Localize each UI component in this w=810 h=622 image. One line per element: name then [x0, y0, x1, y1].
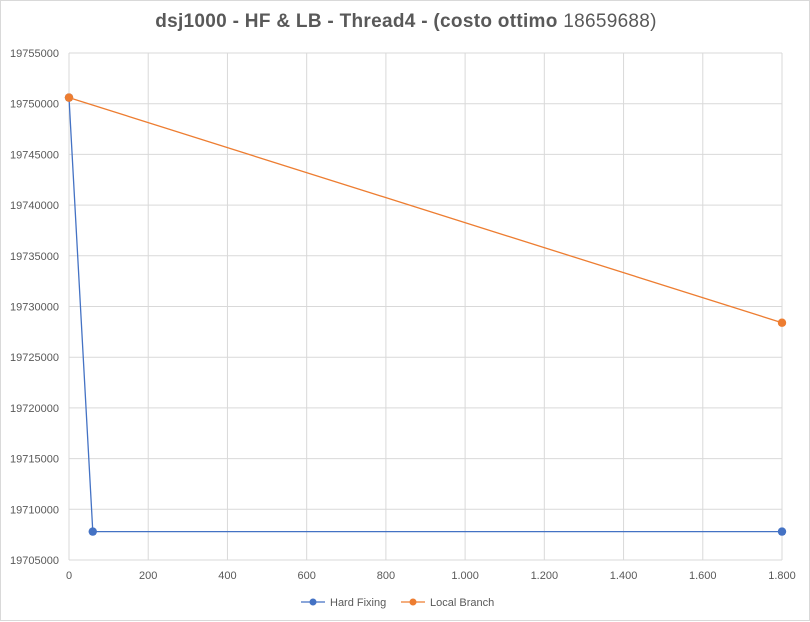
x-tick-label: 1.800 — [768, 570, 796, 582]
x-tick-label: 1.200 — [531, 570, 559, 582]
y-tick-label: 19725000 — [10, 352, 59, 364]
series-point-0 — [88, 527, 97, 536]
y-tick-label: 19735000 — [10, 251, 59, 263]
y-tick-label: 19750000 — [10, 99, 59, 111]
x-tick-label: 200 — [139, 570, 157, 582]
y-tick-label: 19715000 — [10, 454, 59, 466]
legend-marker-0 — [309, 598, 317, 606]
x-tick-label: 0 — [66, 570, 72, 582]
chart-title: dsj1000 - HF & LB - Thread4 - (costo ott… — [1, 11, 810, 33]
y-tick-label: 19710000 — [10, 504, 59, 516]
y-tick-label: 19705000 — [10, 555, 59, 567]
y-tick-label: 19730000 — [10, 302, 59, 314]
y-tick-label: 19740000 — [10, 200, 59, 212]
y-tick-label: 19745000 — [10, 149, 59, 161]
x-tick-label: 1.000 — [451, 570, 479, 582]
x-tick-label: 600 — [297, 570, 315, 582]
x-tick-label: 800 — [377, 570, 395, 582]
x-tick-label: 1.600 — [689, 570, 717, 582]
series-point-1 — [777, 318, 787, 327]
series-line-0 — [68, 97, 782, 533]
y-tick-label: 19755000 — [10, 48, 59, 60]
x-tick-label: 1.400 — [610, 570, 638, 582]
x-tick-label: 400 — [218, 570, 236, 582]
legend-label: Local Branch — [430, 597, 494, 609]
series-point-1 — [64, 93, 74, 102]
legend-label: Hard Fixing — [330, 597, 386, 609]
series-line-1 — [68, 96, 783, 324]
y-tick-label: 19720000 — [10, 403, 59, 415]
series-point-0 — [777, 527, 787, 536]
chart-title-optimum-value: 18659688) — [563, 11, 657, 32]
chart-title-text: dsj1000 - HF & LB - Thread4 - (costo ott… — [155, 11, 558, 32]
legend-marker-1 — [409, 598, 417, 606]
